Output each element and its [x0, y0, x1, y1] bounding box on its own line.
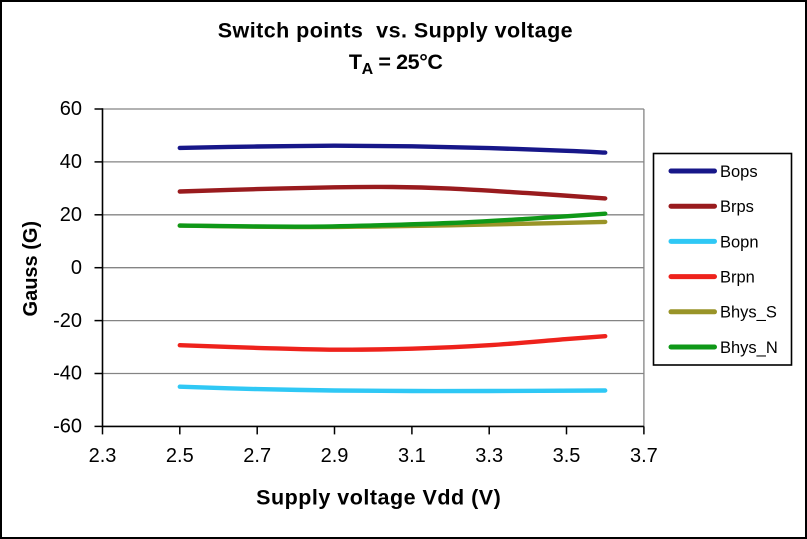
svg-text:3.3: 3.3: [475, 445, 503, 467]
svg-text:Bops: Bops: [720, 163, 758, 181]
svg-text:2.5: 2.5: [166, 445, 194, 467]
svg-text:-40: -40: [53, 363, 82, 385]
svg-text:2.9: 2.9: [321, 445, 349, 467]
svg-text:Brpn: Brpn: [720, 269, 755, 287]
svg-text:Bhys_N: Bhys_N: [720, 339, 778, 357]
svg-text:Supply voltage Vdd (V): Supply voltage Vdd (V): [256, 486, 501, 510]
svg-text:3.7: 3.7: [630, 445, 658, 467]
svg-text:3.5: 3.5: [553, 445, 581, 467]
svg-text:2.7: 2.7: [243, 445, 271, 467]
svg-text:Switch points vs. Supply volt: Switch points vs. Supply voltage: [218, 19, 573, 43]
svg-text:-20: -20: [53, 310, 82, 332]
svg-text:-60: -60: [53, 416, 82, 438]
svg-text:40: 40: [60, 151, 82, 173]
svg-text:Bopn: Bopn: [720, 233, 759, 251]
svg-text:3.1: 3.1: [398, 445, 426, 467]
svg-text:60: 60: [60, 98, 82, 120]
svg-text:Brps: Brps: [720, 198, 754, 216]
svg-text:TA = 25°C: TA = 25°C: [349, 50, 443, 78]
svg-text:2.3: 2.3: [89, 445, 117, 467]
svg-text:Gauss (G): Gauss (G): [20, 221, 42, 317]
svg-text:0: 0: [71, 257, 82, 279]
svg-text:Bhys_S: Bhys_S: [720, 304, 777, 322]
svg-text:20: 20: [60, 204, 82, 226]
